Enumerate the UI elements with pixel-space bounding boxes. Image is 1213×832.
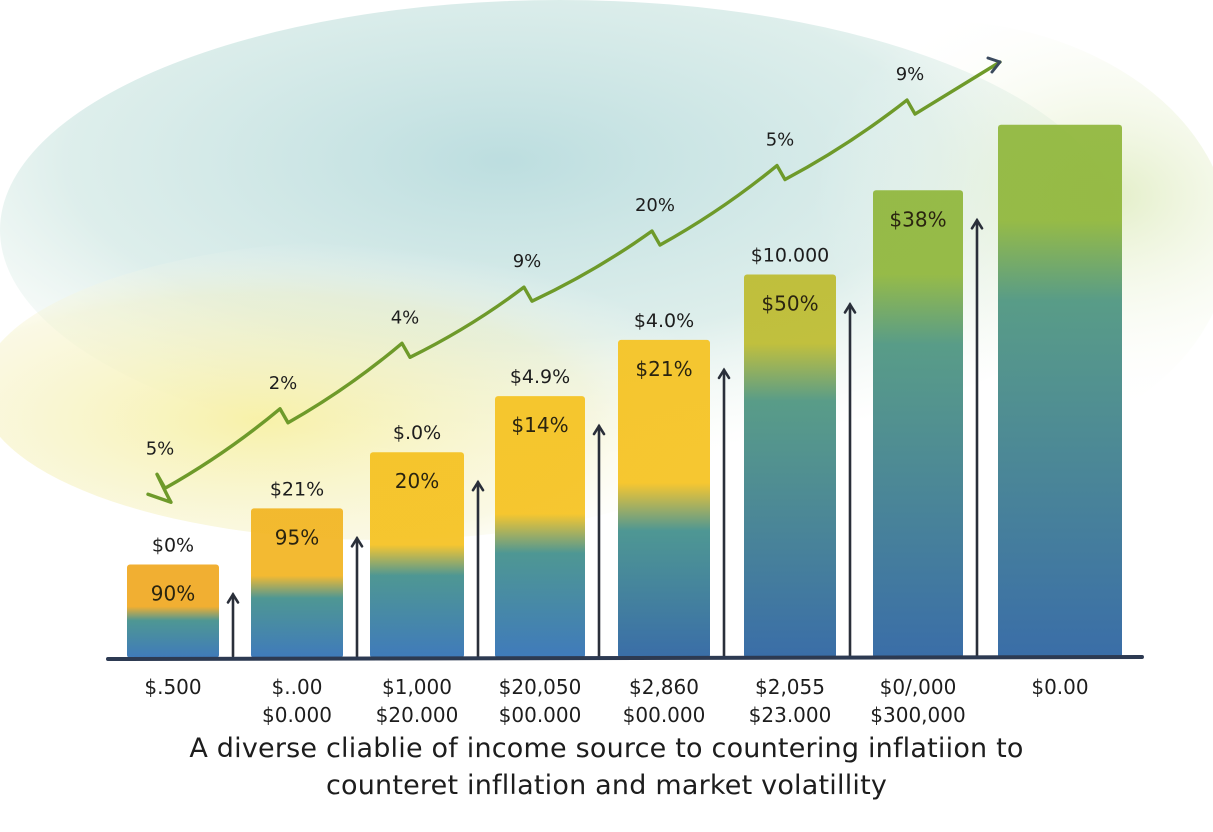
bar-3 (370, 452, 464, 658)
x-tick-label-5-line-2: $00.000 (623, 703, 706, 727)
growth-arrow-1 (226, 591, 240, 658)
x-tick-label-6-line-1: $2,055 (755, 675, 825, 699)
bar-inner-label-4: $14% (511, 413, 568, 437)
bar-inner-label-2: 95% (275, 525, 319, 549)
caption-line-2: counteret infllation and market volatill… (325, 770, 888, 801)
x-tick-label-3-line-2: $20.000 (376, 703, 459, 727)
trend-arrowhead (986, 56, 1002, 74)
caption-line-1: A diverse cliablie of income source to c… (189, 733, 1024, 764)
bar-top-label-6: $10.000 (751, 244, 830, 266)
trend-point-label-2: 2% (269, 373, 298, 394)
x-tick-label-2-line-2: $0.000 (262, 703, 332, 727)
bar-top-label-5: $4.0% (634, 310, 694, 332)
trend-point-label-3: 4% (391, 307, 420, 328)
bar-2 (251, 508, 343, 658)
trend-point-label-1: 5% (146, 438, 175, 459)
trend-point-label-4: 9% (513, 251, 542, 272)
bar-inner-label-5: $21% (635, 357, 692, 381)
bar-inner-label-3: 20% (395, 469, 439, 493)
trend-point-label-6: 5% (766, 130, 795, 151)
bar-inner-label-7: $38% (889, 207, 946, 231)
arrows-group (226, 217, 984, 658)
bar-inner-label-6: $50% (761, 291, 818, 315)
x-tick-label-7-line-2: $300,000 (870, 703, 965, 727)
bar-1 (127, 564, 219, 658)
x-tick-label-6-line-2: $23.000 (749, 703, 832, 727)
growth-arrow-7 (970, 217, 984, 658)
bar-top-label-3: $.0% (393, 422, 441, 444)
x-tick-labels: $.500 $..00 $0.000 $1,000 $20.000 $20,050 $00.… (144, 675, 1088, 727)
growth-arrow-5 (717, 367, 731, 658)
x-tick-label-7-line-1: $0/,000 (880, 675, 957, 699)
bar-top-label-2: $21% (270, 478, 324, 500)
growth-arrow-6 (843, 301, 857, 658)
bar-5 (618, 339, 710, 658)
x-tick-label-5-line-1: $2,860 (629, 675, 699, 699)
labels-group: $0% 90% $21% 95% $.0% 20% $4.9% $14% $4.0% $21% $1… (151, 207, 947, 605)
trend-line (146, 60, 1002, 504)
trend-point-label-5: 20% (635, 195, 675, 216)
x-tick-label-1-line-1: $.500 (144, 675, 201, 699)
bar-4 (495, 396, 585, 658)
x-tick-label-8-line-1: $0.00 (1031, 675, 1088, 699)
bar-inner-label-1: 90% (151, 581, 195, 605)
growth-arrow-4 (592, 423, 606, 658)
bar-6 (744, 274, 836, 658)
x-axis-line (106, 655, 1144, 661)
bar-top-label-1: $0% (152, 534, 194, 556)
trend-line-group: 5% 2% 4% 9% 20% 5% 9% (146, 56, 1002, 504)
x-tick-label-2-line-1: $..00 (272, 675, 323, 699)
bar-top-label-4: $4.9% (510, 366, 570, 388)
x-tick-label-4-line-2: $00.000 (499, 703, 582, 727)
bars-group (127, 124, 1122, 659)
growth-arrow-2 (350, 535, 364, 658)
x-tick-label-4-line-1: $20,050 (499, 675, 582, 699)
x-tick-label-3-line-1: $1,000 (382, 675, 452, 699)
bar-7 (873, 190, 963, 659)
trend-point-label-7: 9% (896, 64, 925, 85)
growth-arrow-3 (471, 479, 485, 658)
bar-8 (998, 124, 1122, 659)
